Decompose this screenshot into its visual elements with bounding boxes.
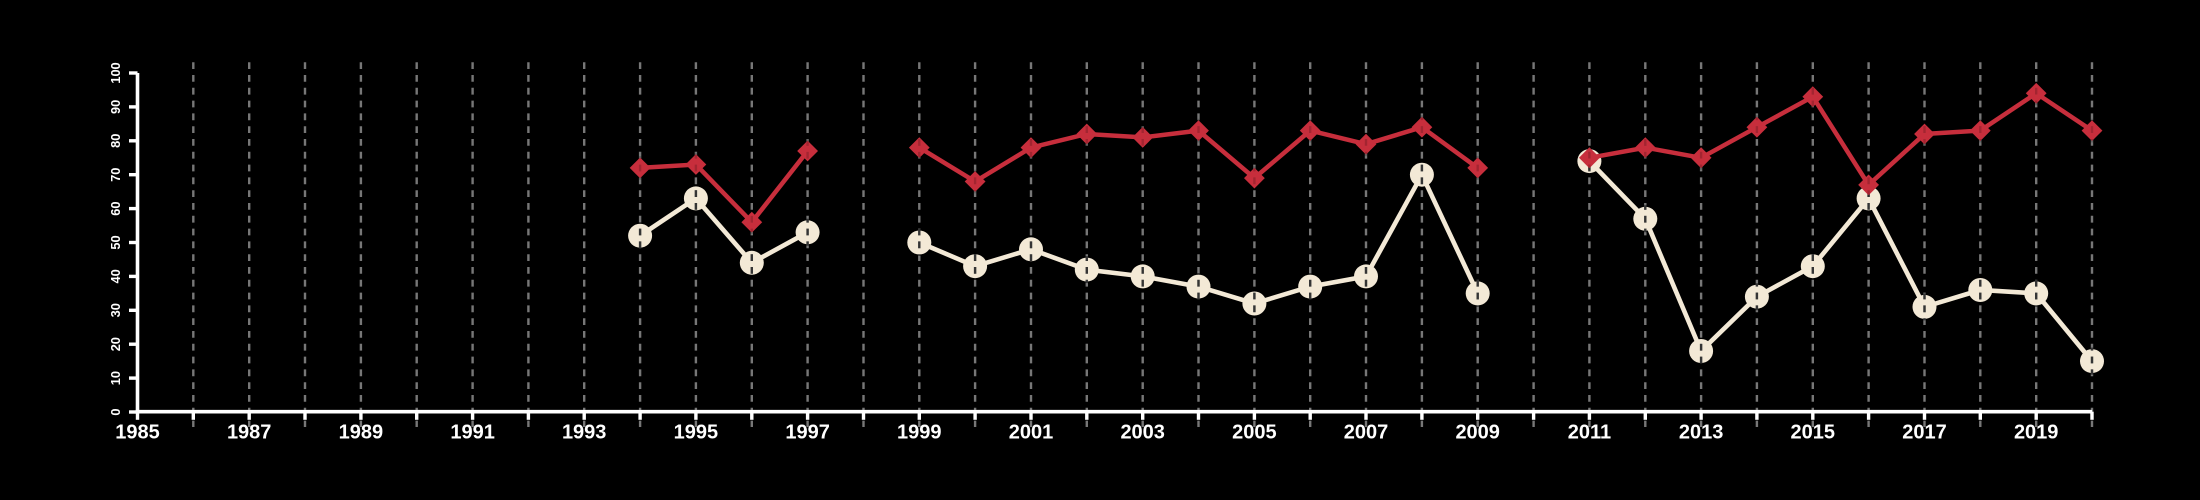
svg-text:2015: 2015	[1791, 422, 1836, 444]
svg-text:90: 90	[108, 100, 123, 114]
svg-text:1991: 1991	[450, 422, 495, 444]
svg-text:1993: 1993	[562, 422, 607, 444]
svg-text:2017: 2017	[1902, 422, 1947, 444]
svg-text:70: 70	[108, 168, 123, 182]
svg-text:60: 60	[108, 201, 123, 215]
svg-text:2001: 2001	[1009, 422, 1054, 444]
svg-text:30: 30	[108, 303, 123, 317]
svg-text:20: 20	[108, 337, 123, 351]
svg-text:2013: 2013	[1679, 422, 1724, 444]
svg-text:2011: 2011	[1568, 422, 1611, 444]
svg-text:1999: 1999	[897, 422, 942, 444]
svg-text:0: 0	[108, 408, 123, 415]
svg-text:2007: 2007	[1344, 422, 1389, 444]
svg-text:1985: 1985	[115, 422, 160, 444]
svg-text:2019: 2019	[2014, 422, 2059, 444]
svg-text:80: 80	[108, 134, 123, 148]
svg-text:2003: 2003	[1120, 422, 1165, 444]
svg-text:50: 50	[108, 235, 123, 249]
svg-text:1997: 1997	[785, 422, 830, 444]
svg-text:10: 10	[108, 371, 123, 385]
svg-text:1995: 1995	[674, 422, 719, 444]
svg-text:2005: 2005	[1232, 422, 1277, 444]
svg-text:2009: 2009	[1455, 422, 1500, 444]
svg-text:100: 100	[108, 62, 123, 83]
svg-text:1987: 1987	[227, 422, 272, 444]
svg-text:1989: 1989	[339, 422, 384, 444]
svg-text:40: 40	[108, 269, 123, 283]
